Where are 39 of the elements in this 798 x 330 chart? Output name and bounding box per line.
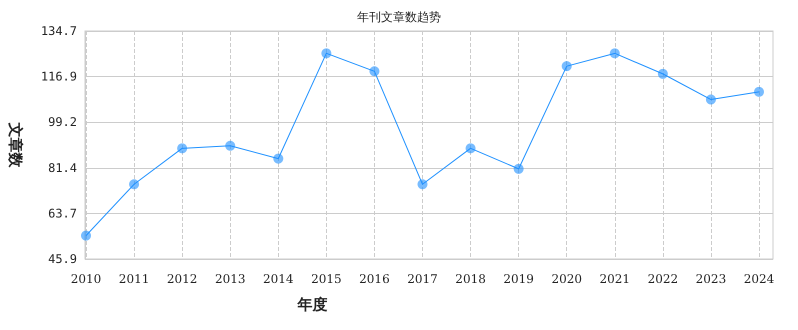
point bbox=[754, 86, 764, 97]
chart-title: 年刊文章数趋势 bbox=[357, 10, 441, 24]
y-tick-label: 116.9 bbox=[40, 70, 77, 84]
point bbox=[706, 94, 716, 105]
x-tick-label: 2022 bbox=[648, 272, 678, 286]
x-tick-label: 2016 bbox=[359, 272, 390, 286]
point bbox=[369, 66, 380, 76]
x-tick-label: 2020 bbox=[551, 272, 582, 286]
y-tick-label: 63.7 bbox=[48, 206, 77, 220]
point bbox=[514, 164, 524, 174]
point bbox=[610, 48, 620, 58]
point bbox=[129, 179, 140, 190]
x-tick-label: 2023 bbox=[696, 272, 726, 286]
x-tick-label: 2010 bbox=[70, 272, 102, 286]
x-tick-label: 2018 bbox=[455, 272, 486, 286]
y-axis-title: 文章数 bbox=[6, 122, 24, 168]
point bbox=[225, 140, 236, 151]
x-axis-title: 年度 bbox=[296, 296, 328, 314]
point bbox=[81, 230, 91, 241]
x-tick-label: 2024 bbox=[744, 272, 775, 286]
y-tick-label: 81.4 bbox=[48, 160, 77, 175]
x-tick-label: 2013 bbox=[214, 272, 246, 286]
point bbox=[658, 68, 668, 79]
y-tick-label: 134.7 bbox=[40, 24, 77, 38]
x-tick-label: 2014 bbox=[263, 272, 294, 286]
point bbox=[273, 154, 284, 164]
point bbox=[418, 179, 428, 190]
x-tick-label: 2011 bbox=[118, 272, 150, 286]
y-tick-label: 99.2 bbox=[48, 115, 77, 130]
point bbox=[466, 143, 476, 154]
point bbox=[177, 143, 188, 154]
y-tick-label: 45.9 bbox=[48, 252, 77, 266]
x-tick-label: 2012 bbox=[166, 272, 198, 286]
x-tick-label: 2019 bbox=[503, 272, 534, 286]
x-tick-label: 2017 bbox=[407, 272, 438, 286]
point bbox=[321, 48, 332, 58]
x-tick-label: 2015 bbox=[311, 272, 342, 286]
point bbox=[562, 61, 572, 72]
x-tick-label: 2021 bbox=[600, 272, 630, 286]
